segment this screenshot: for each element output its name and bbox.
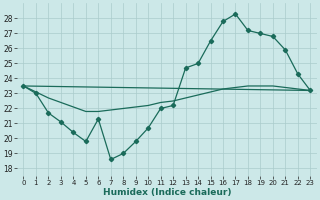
- X-axis label: Humidex (Indice chaleur): Humidex (Indice chaleur): [103, 188, 231, 197]
